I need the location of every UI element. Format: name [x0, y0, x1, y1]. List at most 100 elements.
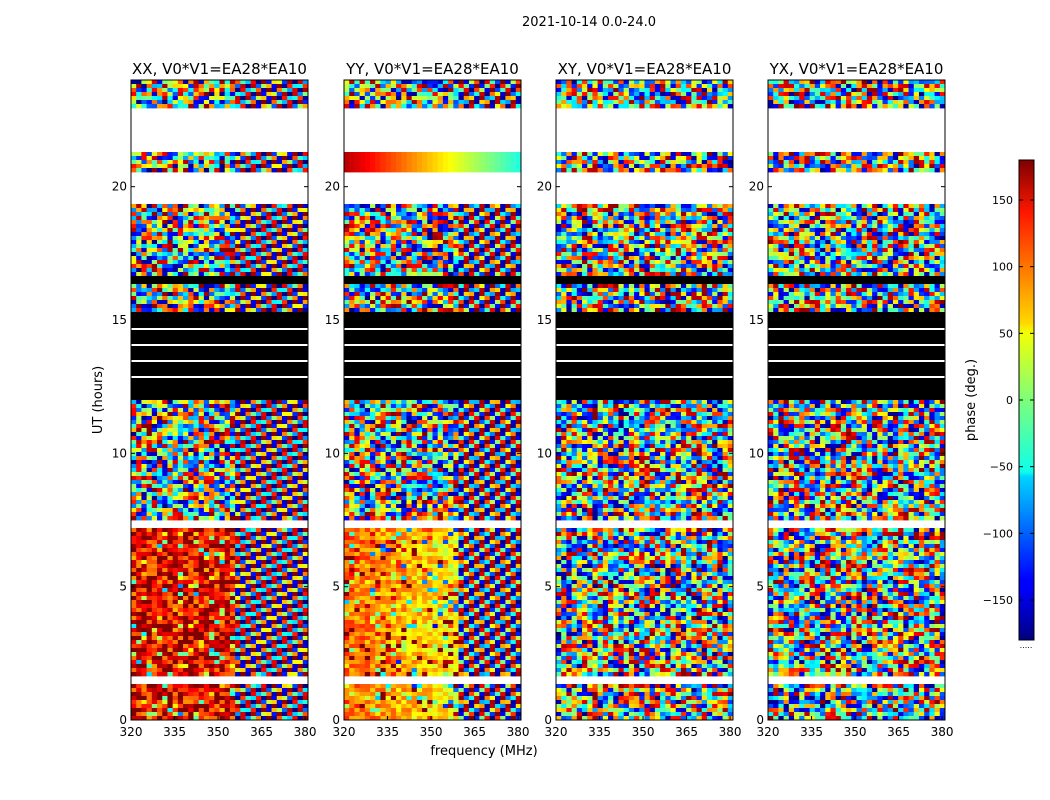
heatmap-cell [224, 444, 231, 449]
heatmap-cell [151, 84, 158, 89]
heatmap-cell [214, 572, 220, 577]
heatmap-cell [255, 96, 262, 101]
heatmap-cell [287, 340, 293, 345]
heatmap-cell [276, 228, 283, 233]
heatmap-cell [188, 292, 194, 297]
heatmap-cell [261, 212, 267, 217]
heatmap-cell [136, 624, 142, 629]
heatmap-cell [131, 168, 137, 173]
heatmap-cell [271, 564, 278, 569]
heatmap-cell [188, 484, 194, 489]
heatmap-cell [359, 100, 366, 105]
heatmap-cell [437, 100, 444, 105]
heatmap-cell [193, 416, 200, 421]
heatmap-cell [463, 152, 470, 157]
heatmap-cell [203, 284, 210, 289]
heatmap-cell [297, 156, 304, 161]
heatmap-cell [209, 648, 215, 653]
heatmap-cell [172, 436, 179, 441]
heatmap-cell [240, 240, 246, 245]
heatmap-cell [203, 644, 210, 649]
heatmap-cell [177, 660, 184, 665]
heatmap-cell [183, 384, 189, 389]
heatmap-cell [214, 664, 220, 669]
heatmap-cell [198, 560, 205, 565]
heatmap-cell [240, 256, 246, 261]
heatmap-cell [266, 268, 272, 273]
heatmap-cell [240, 104, 246, 109]
heatmap-cell [281, 256, 288, 261]
heatmap-cell [261, 648, 267, 653]
heatmap-cell [172, 672, 179, 677]
heatmap-cell [146, 664, 153, 669]
heatmap-cell [261, 444, 267, 449]
heatmap-cell [219, 384, 226, 389]
heatmap-cell [261, 712, 267, 717]
heatmap-cell [245, 464, 252, 469]
heatmap-cell [219, 684, 226, 689]
heatmap-cell [136, 476, 142, 481]
heatmap-cell [380, 152, 387, 157]
heatmap-cell [427, 100, 433, 105]
heatmap-cell [188, 220, 194, 225]
heatmap-cell [141, 612, 148, 617]
heatmap-cell [245, 436, 252, 441]
heatmap-cell [198, 324, 205, 329]
heatmap-cell [287, 612, 293, 617]
heatmap-cell [287, 280, 293, 285]
heatmap-cell [224, 648, 231, 653]
heatmap-cell [193, 340, 200, 345]
heatmap-cell [177, 424, 184, 429]
heatmap-cell [245, 372, 252, 377]
heatmap-cell [250, 264, 257, 269]
heatmap-cell [188, 568, 194, 573]
heatmap-cell [162, 556, 168, 561]
heatmap-cell [193, 708, 200, 713]
heatmap-cell [271, 692, 278, 697]
heatmap-cell [193, 308, 200, 313]
heatmap-cell [214, 268, 220, 273]
heatmap-cell [146, 604, 153, 609]
heatmap-cell [271, 460, 278, 465]
heatmap-cell [151, 668, 158, 673]
heatmap-cell [266, 708, 272, 713]
heatmap-cell [292, 96, 298, 101]
heatmap-cell [162, 452, 168, 457]
heatmap-cell [292, 488, 298, 493]
heatmap-cell [245, 384, 252, 389]
heatmap-cell [240, 220, 246, 225]
heatmap-cell [193, 332, 200, 337]
heatmap-cell [292, 460, 298, 465]
heatmap-cell [188, 208, 194, 213]
heatmap-cell [136, 340, 142, 345]
heatmap-cell [136, 616, 142, 621]
heatmap-cell [162, 572, 168, 577]
heatmap-cell [276, 360, 283, 365]
heatmap-cell [229, 400, 236, 405]
heatmap-cell [157, 704, 163, 709]
heatmap-cell [297, 480, 304, 485]
heatmap-cell [141, 356, 148, 361]
heatmap-cell [151, 572, 158, 577]
heatmap-cell [261, 472, 267, 477]
heatmap-cell [276, 212, 283, 217]
heatmap-cell [281, 448, 288, 453]
heatmap-cell [167, 628, 174, 633]
heatmap-cell [214, 696, 220, 701]
heatmap-cell [136, 240, 142, 245]
heatmap-cell [515, 92, 522, 97]
heatmap-cell [193, 456, 200, 461]
heatmap-cell [177, 160, 184, 165]
heatmap-cell [245, 328, 252, 333]
heatmap-cell [235, 716, 241, 721]
heatmap-cell [240, 96, 246, 101]
heatmap-cell [203, 668, 210, 673]
heatmap-cell [177, 296, 184, 301]
heatmap-cell [281, 212, 288, 217]
heatmap-cell [209, 560, 215, 565]
heatmap-cell [131, 588, 137, 593]
heatmap-cell [167, 364, 174, 369]
heatmap-cell [281, 368, 288, 373]
heatmap-cell [287, 496, 293, 501]
heatmap-cell [302, 528, 309, 533]
